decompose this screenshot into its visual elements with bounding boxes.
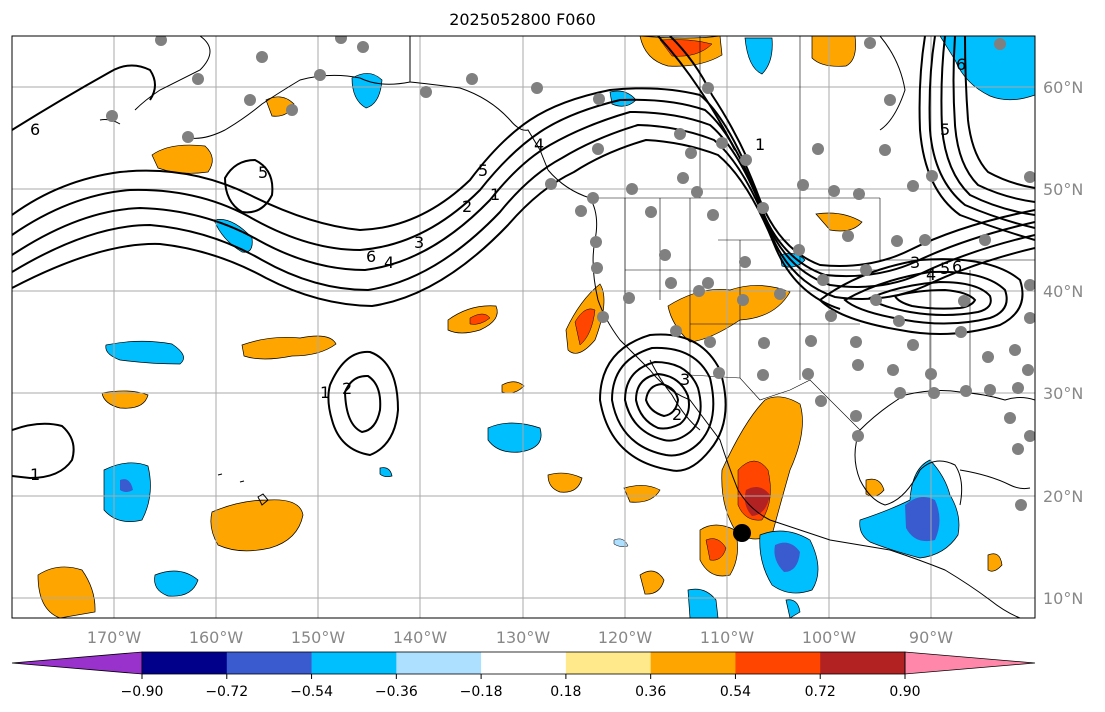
longitude-labels: 170°W 160°W 150°W 140°W 130°W 120°W 110°… xyxy=(87,628,953,647)
contour-label: 6 xyxy=(956,55,966,74)
lon-tick: 130°W xyxy=(496,628,551,647)
lon-tick: 140°W xyxy=(393,628,448,647)
map-title: 2025052800 F060 xyxy=(449,10,596,29)
contour-label: 3 xyxy=(414,233,424,252)
anomaly-shading xyxy=(37,36,1035,618)
lat-tick: 40°N xyxy=(1043,282,1083,301)
contour-label: 3 xyxy=(910,253,920,272)
colorbar-extend-min xyxy=(11,651,143,675)
contour-label: 5 xyxy=(940,259,950,278)
lat-tick: 50°N xyxy=(1043,180,1083,199)
contour-label: 1 xyxy=(755,135,765,154)
colorbar-label: −0.54 xyxy=(290,684,333,700)
highlight-marker xyxy=(733,524,751,542)
contour-label: 2 xyxy=(672,405,682,424)
colorbar-swatch xyxy=(481,652,567,674)
lon-tick: 100°W xyxy=(802,628,857,647)
colorbar-label: 0.72 xyxy=(805,684,836,700)
lat-tick: 30°N xyxy=(1043,384,1083,403)
colorbar-label: 0.54 xyxy=(720,684,751,700)
colorbar-swatch xyxy=(820,652,906,674)
colorbar-label: −0.36 xyxy=(375,684,418,700)
contour-label: 4 xyxy=(534,135,544,154)
colorbar-swatch xyxy=(396,652,482,674)
contour-label: 3 xyxy=(680,370,690,389)
map-panel: 6 5 6 5 4 3 2 1 1 2 1 2 3 4 5 6 1 6 5 4 … xyxy=(12,36,1035,618)
contour-labels: 6 5 6 5 4 3 2 1 1 2 1 2 3 4 5 6 1 6 5 4 … xyxy=(30,55,966,484)
colorbar-label: −0.72 xyxy=(205,684,248,700)
lon-tick: 90°W xyxy=(909,628,953,647)
contour-label: 5 xyxy=(478,161,488,180)
colorbar-label: −0.90 xyxy=(121,684,164,700)
contour-label: 4 xyxy=(926,265,936,284)
contour-label: 1 xyxy=(320,383,330,402)
lon-tick: 110°W xyxy=(700,628,755,647)
lon-tick: 160°W xyxy=(189,628,244,647)
coastlines xyxy=(99,36,1035,618)
contour-label: 2 xyxy=(462,197,472,216)
colorbar-label: 0.90 xyxy=(889,684,920,700)
lat-tick: 20°N xyxy=(1043,487,1083,506)
colorbar-swatch xyxy=(226,652,313,674)
latitude-labels: 60°N 50°N 40°N 30°N 20°N 10°N xyxy=(1043,78,1083,608)
lon-tick: 150°W xyxy=(291,628,346,647)
lat-tick: 60°N xyxy=(1043,78,1083,97)
contour-label: 2 xyxy=(342,379,352,398)
contour-label: 1 xyxy=(30,465,40,484)
contour-label: 6 xyxy=(952,257,962,276)
colorbar-label: 0.36 xyxy=(635,684,666,700)
contour-label: 6 xyxy=(366,247,376,266)
lat-tick: 10°N xyxy=(1043,589,1083,608)
lon-tick: 120°W xyxy=(598,628,653,647)
station-markers xyxy=(106,36,1035,511)
colorbar-label: 0.18 xyxy=(550,684,581,700)
colorbar-swatch xyxy=(650,652,736,674)
contour-label: 6 xyxy=(30,120,40,139)
contour-label: 1 xyxy=(490,185,500,204)
contour-label: 5 xyxy=(940,120,950,139)
colorbar-swatch xyxy=(142,652,228,674)
contour-label: 5 xyxy=(258,163,268,182)
colorbar-swatch xyxy=(565,652,652,674)
colorbar-swatch xyxy=(735,652,821,674)
colorbar-label: −0.18 xyxy=(460,684,503,700)
colorbar-extend-max xyxy=(904,651,1036,675)
contour-label: 4 xyxy=(384,253,394,272)
colorbar-outline xyxy=(141,651,906,675)
colorbar-swatch xyxy=(311,652,397,674)
lon-tick: 170°W xyxy=(87,628,142,647)
map-border xyxy=(11,35,1036,619)
colorbar: −0.90 −0.72 −0.54 −0.36 −0.18 0.18 0.36 0.54 0.7… xyxy=(11,651,1036,700)
